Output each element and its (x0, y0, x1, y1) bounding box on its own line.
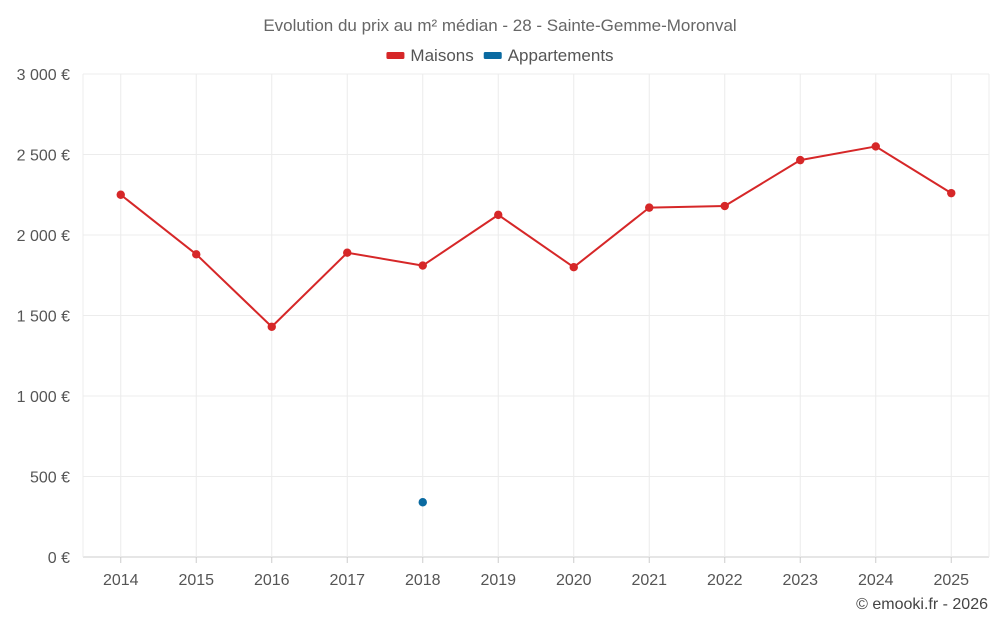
legend-swatch-appartements (483, 52, 502, 59)
x-tick-label: 2019 (480, 572, 516, 589)
x-tick-label: 2018 (405, 572, 441, 589)
credit-text: © emooki.fr - 2026 (856, 596, 988, 613)
data-point-appartements (418, 498, 427, 507)
grid (82, 73, 990, 558)
data-point-maisons (871, 142, 880, 151)
x-tick-label: 2022 (707, 572, 743, 589)
data-point-maisons (947, 188, 956, 198)
x-tick-label: 2017 (329, 572, 365, 589)
data-point-maisons (267, 322, 276, 331)
x-tick-label: 2024 (858, 572, 894, 589)
x-tick-label: 2025 (933, 572, 969, 589)
x-axis: 2014 2015 2016 2017 2018 2019 2020 2021 2022 2023… (103, 557, 969, 589)
data-point-maisons (720, 201, 729, 211)
series-appartements (418, 498, 427, 507)
legend: Maisons Appartements (386, 46, 614, 65)
data-point-maisons (192, 250, 201, 259)
data-point-maisons (645, 203, 654, 212)
y-tick-label: 2 500 € (17, 148, 70, 165)
data-point-maisons (494, 210, 503, 220)
y-tick-label: 500 € (30, 470, 70, 487)
y-axis: 0 € 500 € 1 000 € 1 500 € 2 000 € 2 500 € 3 00… (17, 67, 70, 567)
legend-label-appartements: Appartements (508, 46, 614, 65)
x-tick-label: 2023 (782, 572, 818, 589)
x-tick-label: 2021 (631, 572, 667, 589)
series-layer (116, 142, 956, 507)
legend-item-maisons[interactable]: Maisons (386, 46, 474, 65)
y-tick-label: 0 € (48, 550, 70, 567)
legend-item-appartements[interactable]: Appartements (483, 46, 614, 65)
series-line-maisons (120, 145, 952, 328)
data-point-maisons (569, 263, 578, 272)
data-point-maisons (343, 248, 352, 257)
chart-title: Evolution du prix au m² médian - 28 - Sa… (263, 16, 736, 35)
y-tick-label: 1 000 € (17, 389, 70, 406)
y-tick-label: 1 500 € (17, 309, 70, 326)
x-tick-label: 2014 (103, 572, 139, 589)
y-tick-label: 3 000 € (17, 67, 70, 84)
legend-label-maisons: Maisons (410, 46, 473, 65)
series-maisons (116, 142, 956, 331)
legend-swatch-maisons (386, 52, 405, 59)
x-tick-label: 2016 (254, 572, 290, 589)
x-tick-label: 2015 (178, 572, 214, 589)
data-point-maisons (796, 155, 805, 165)
data-point-maisons (116, 190, 125, 199)
data-point-maisons (418, 261, 427, 270)
x-tick-label: 2020 (556, 572, 592, 589)
y-tick-label: 2 000 € (17, 228, 70, 245)
